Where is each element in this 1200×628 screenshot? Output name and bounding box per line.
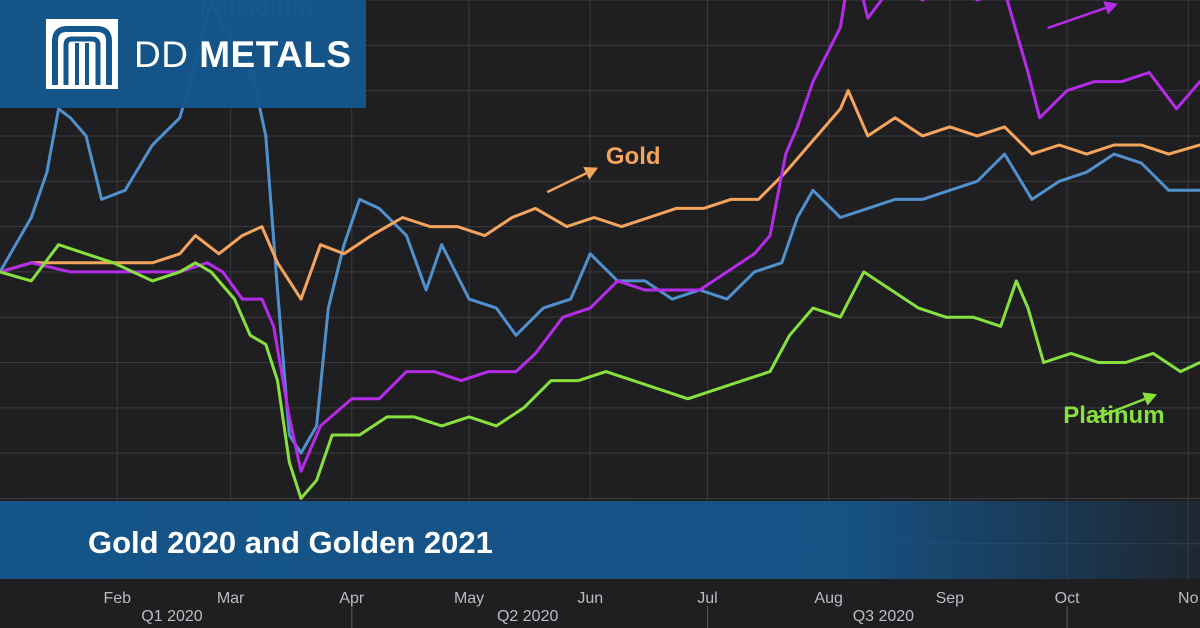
x-tick-label: Jul [697,590,717,607]
series-line-gold [0,89,1200,301]
quarter-label: Q2 2020 [497,608,558,625]
series-line-palladium [0,0,1200,455]
x-tick-label: Mar [217,590,245,607]
x-tick-label: May [454,590,484,607]
dd-metals-logo-icon [46,19,118,89]
x-tick-label: Jun [577,590,603,607]
brand-name: DD METALS [134,34,352,76]
brand-header: DD METALS [0,0,366,108]
brand-name-bold: METALS [199,34,352,75]
gold-arrow-shaft [546,172,587,194]
platinum-arrow-shaft [1094,397,1146,420]
series-line-silver [0,0,1200,473]
brand-name-light: DD [134,34,200,75]
title-banner: Gold 2020 and Golden 2021 [0,501,1200,579]
x-tick-label: No [1178,590,1199,607]
chart-x-axis: Feb Mar Apr May Jun Jul Aug Sep Oct No Q1 2020 Q2 2… [103,590,1199,628]
x-tick-label: Sep [936,590,965,607]
quarter-label: Q3 2020 [853,608,914,625]
silver-arrow-head [1103,1,1118,15]
silver-arrow-shaft [1047,6,1107,30]
series-line-platinum [0,243,1200,500]
platinum-label: Platinum [1063,402,1164,429]
chart-series [0,0,1200,500]
platinum-arrow-head [1142,392,1158,406]
x-tick-label: Apr [339,590,365,607]
x-tick-label: Feb [103,590,131,607]
x-tick-label: Oct [1055,590,1080,607]
x-tick-label: Aug [814,590,842,607]
gold-label: Gold [606,143,661,170]
banner-title: Gold 2020 and Golden 2021 [88,525,493,560]
gold-arrow-head [583,166,599,180]
quarter-label: Q1 2020 [141,608,202,625]
